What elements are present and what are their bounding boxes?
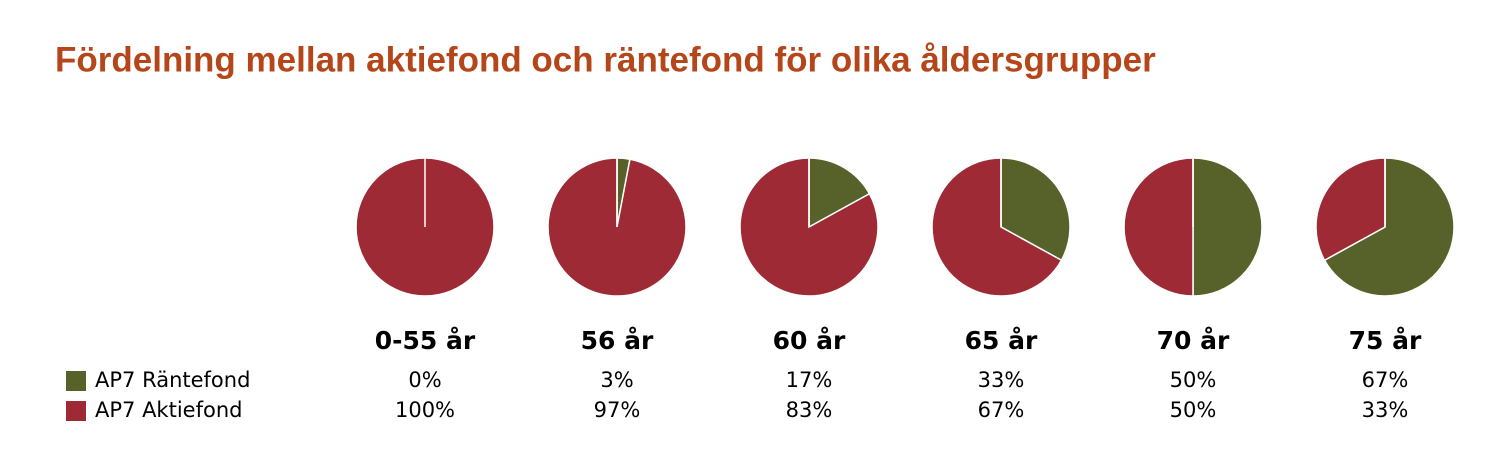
- pie-slice: [1000, 157, 1071, 262]
- legend-label: AP7 Aktiefond: [95, 398, 242, 422]
- value-label: 50%: [1170, 368, 1217, 392]
- category-label: 56 år: [581, 326, 654, 355]
- category-label: 75 år: [1349, 326, 1422, 355]
- value-label: 0%: [408, 368, 441, 392]
- value-label: 83%: [786, 398, 833, 422]
- pie-slice: [1315, 157, 1386, 262]
- pie-slice: [1192, 157, 1263, 297]
- chart-title: Fördelning mellan aktiefond och räntefon…: [55, 40, 1156, 79]
- category-label: 60 år: [773, 326, 846, 355]
- category-label: 65 år: [965, 326, 1038, 355]
- category-label: 70 år: [1157, 326, 1230, 355]
- legend-label: AP7 Räntefond: [95, 368, 250, 392]
- value-label: 100%: [395, 398, 455, 422]
- category-label: 0-55 år: [375, 326, 476, 355]
- pie-slice: [1123, 157, 1194, 297]
- pie-slice: [1323, 157, 1455, 297]
- pie-slice: [739, 157, 879, 297]
- value-label: 3%: [600, 368, 633, 392]
- value-label: 97%: [594, 398, 641, 422]
- value-label: 33%: [1362, 398, 1409, 422]
- value-label: 33%: [978, 368, 1025, 392]
- value-label: 67%: [978, 398, 1025, 422]
- pie-slice: [931, 157, 1063, 297]
- value-label: 50%: [1170, 398, 1217, 422]
- value-label: 67%: [1362, 368, 1409, 392]
- pie-slice: [808, 157, 871, 229]
- legend-swatch: [66, 401, 86, 421]
- legend-swatch: [66, 371, 86, 391]
- value-label: 17%: [786, 368, 833, 392]
